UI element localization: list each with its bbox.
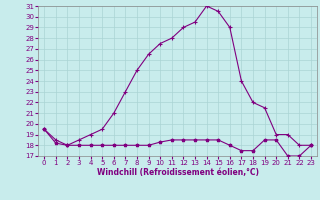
X-axis label: Windchill (Refroidissement éolien,°C): Windchill (Refroidissement éolien,°C) (97, 168, 259, 177)
